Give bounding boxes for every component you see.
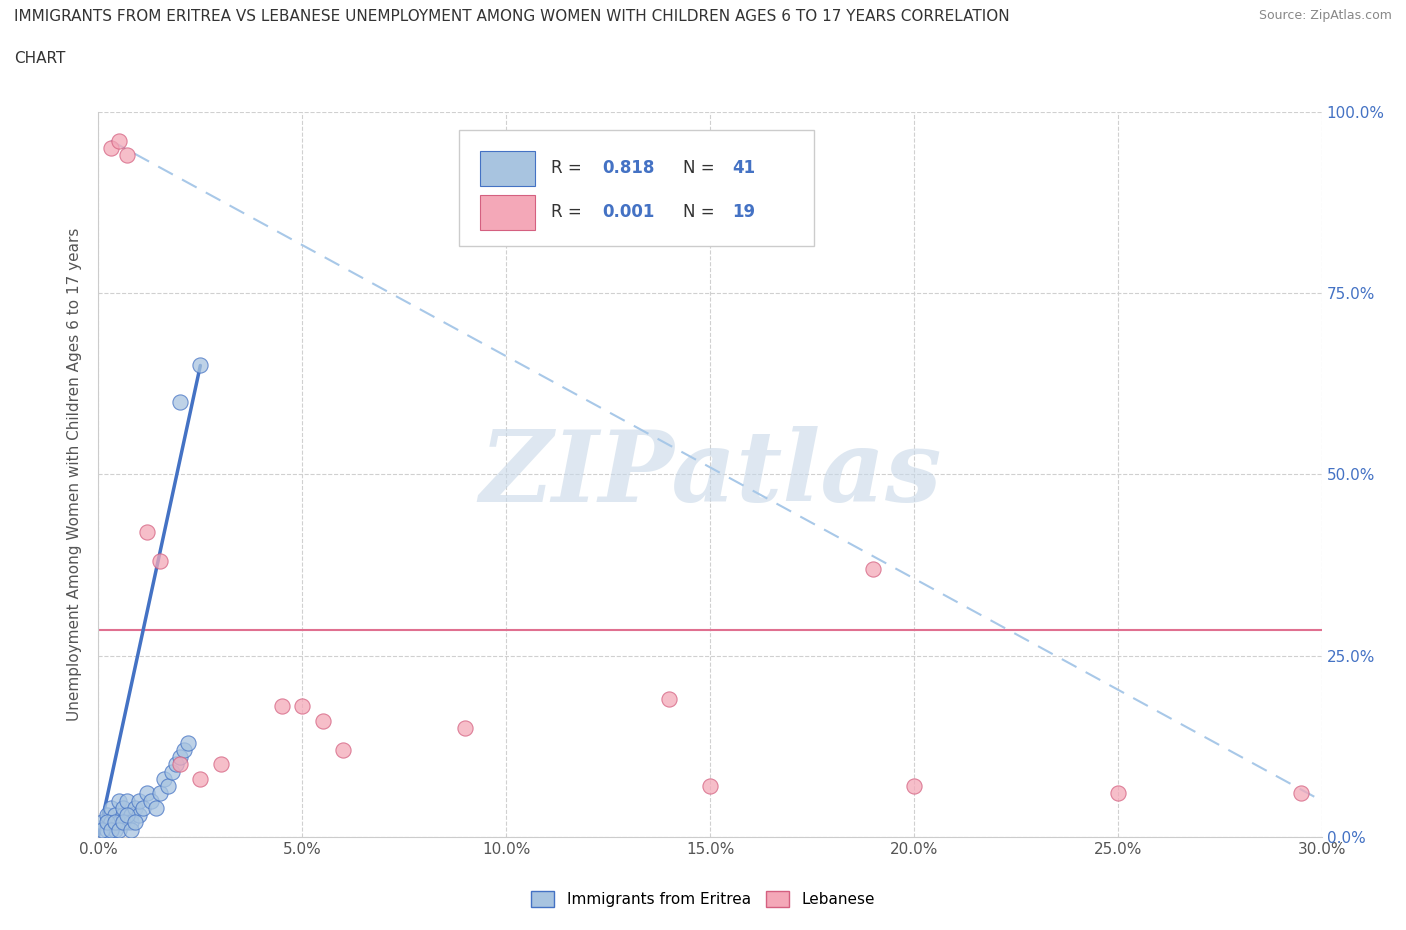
Point [173,742,195,757]
Point [160,764,183,779]
Point [149,554,172,569]
Point [115,808,138,823]
Point [699,778,721,793]
Bar [479,195,536,230]
Point [658,692,681,707]
Point [165,757,187,772]
Point [188,358,212,373]
Point [270,699,294,714]
Point [124,801,146,816]
Text: 0.001: 0.001 [602,203,655,220]
Text: 41: 41 [733,159,755,178]
Text: N =: N = [683,159,720,178]
Point [149,786,172,801]
Point [177,736,200,751]
Point [124,815,146,830]
FancyBboxPatch shape [460,130,814,246]
Point [104,808,127,823]
Point [111,815,134,830]
Point [100,801,122,816]
Point [96,822,118,837]
Point [100,815,122,830]
Point [120,815,142,830]
Text: ZIPatlas: ZIPatlas [479,426,941,523]
Point [188,772,212,787]
Point [128,808,150,823]
Point [1291,786,1313,801]
Point [332,742,354,757]
Text: IMMIGRANTS FROM ERITREA VS LEBANESE UNEMPLOYMENT AMONG WOMEN WITH CHILDREN AGES : IMMIGRANTS FROM ERITREA VS LEBANESE UNEM… [14,9,1010,24]
Point [312,713,335,728]
Text: 0.818: 0.818 [602,159,655,178]
Point [120,808,142,823]
Point [111,801,134,816]
Point [209,757,232,772]
Legend: Immigrants from Eritrea, Lebanese: Immigrants from Eritrea, Lebanese [526,884,880,913]
Point [91,815,114,830]
Point [141,793,163,808]
Text: CHART: CHART [14,51,66,66]
Point [128,793,150,808]
Point [115,793,138,808]
Text: 19: 19 [733,203,755,220]
Point [100,822,122,837]
Text: N =: N = [683,203,720,220]
Bar [479,152,536,186]
Point [100,140,122,155]
Point [108,133,131,148]
Point [136,786,159,801]
Point [115,815,138,830]
Point [903,778,925,793]
Point [169,394,191,409]
Point [96,815,118,830]
Y-axis label: Unemployment Among Women with Children Ages 6 to 17 years: Unemployment Among Women with Children A… [67,228,83,721]
Point [145,801,167,816]
Point [96,808,118,823]
Point [169,750,191,764]
Point [108,815,131,830]
Point [169,757,191,772]
Point [156,778,179,793]
Text: Source: ZipAtlas.com: Source: ZipAtlas.com [1258,9,1392,22]
Text: R =: R = [551,203,588,220]
Point [104,815,127,830]
Point [152,772,174,787]
Point [115,148,138,163]
Point [108,822,131,837]
Point [1107,786,1129,801]
Point [136,525,159,539]
Point [104,822,127,837]
Point [132,801,155,816]
Point [454,721,477,736]
Point [108,793,131,808]
Point [291,699,314,714]
Point [120,822,142,837]
Text: R =: R = [551,159,588,178]
Point [111,808,134,823]
Point [862,561,884,576]
Point [91,822,114,837]
